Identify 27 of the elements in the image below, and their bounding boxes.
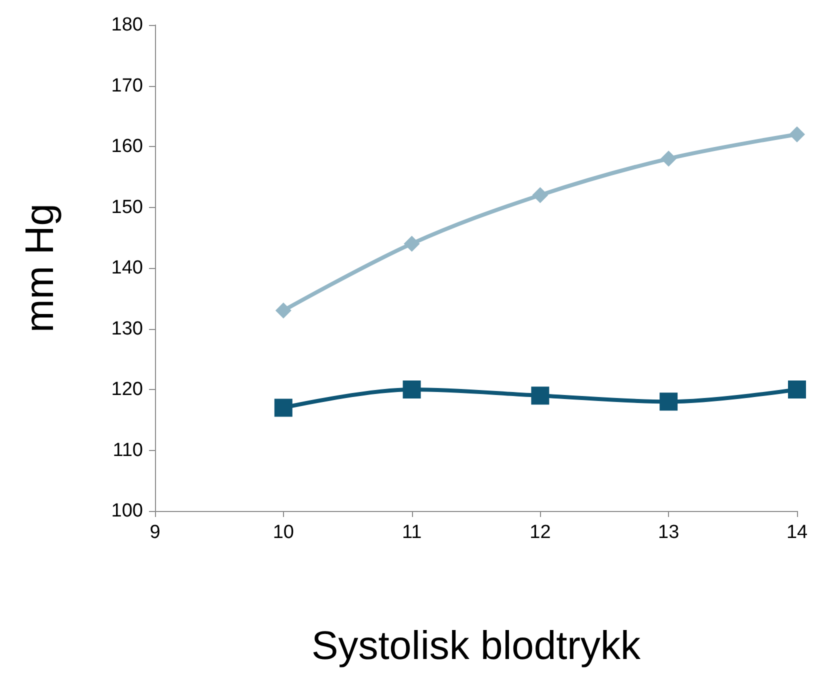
point (532, 187, 548, 204)
point (402, 380, 421, 398)
point (404, 236, 420, 252)
point (531, 386, 550, 405)
point (275, 302, 292, 319)
point (660, 392, 678, 411)
x-tick-label: 9 (150, 522, 160, 543)
y-tick-label: 150 (111, 196, 143, 218)
point (789, 126, 805, 142)
y-tick-label: 140 (111, 258, 143, 278)
y-tick-label: 180 (111, 14, 143, 36)
y-tick-label: 170 (111, 75, 143, 96)
point (274, 398, 292, 417)
y-tick-label: 160 (111, 136, 143, 157)
x-tick-label: 12 (530, 522, 551, 543)
y-tick-label: 110 (112, 440, 143, 461)
y-tick-label: 120 (111, 379, 143, 400)
x-tick-label: 14 (786, 522, 808, 543)
x-tick-label: 11 (402, 522, 422, 543)
x-tick-label: 13 (658, 522, 680, 543)
x-axis-title: Systolisk blodtrykk (312, 624, 642, 668)
point (660, 150, 677, 167)
point (788, 380, 806, 398)
x-tick-label: 10 (272, 522, 294, 543)
y-axis-title: mm Hg (18, 204, 62, 332)
y-tick-label: 100 (111, 500, 143, 522)
y-tick-label: 130 (111, 318, 143, 340)
